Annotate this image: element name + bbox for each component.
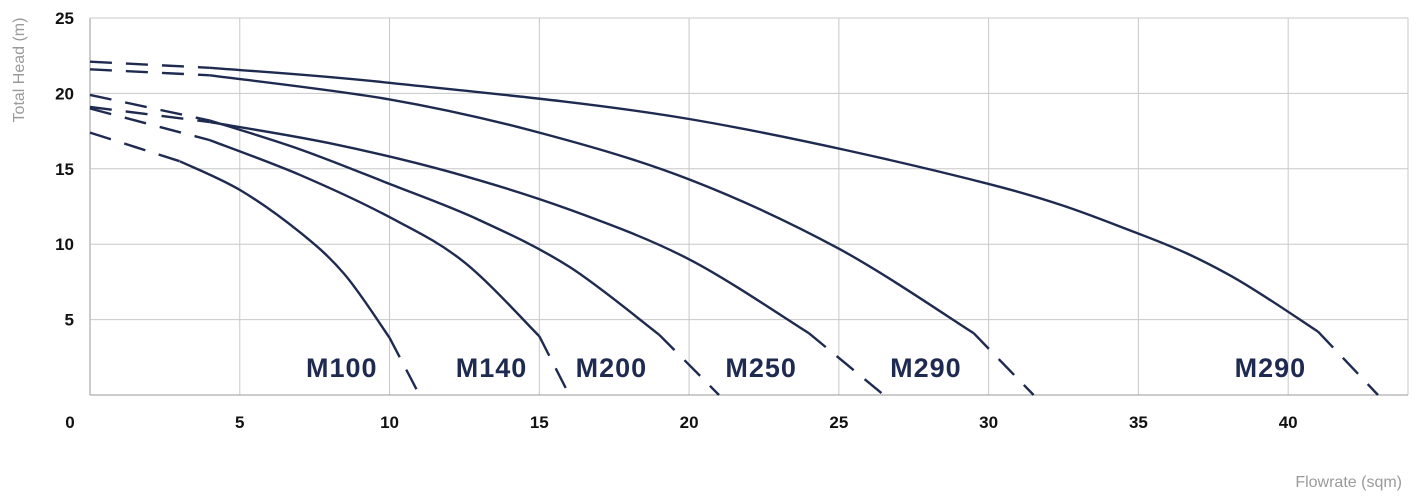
series-curve [209,119,660,336]
series-curve-lead [89,68,210,77]
x-tick-label: 35 [1129,413,1148,432]
grid [89,17,1409,396]
series-curve-lead [89,105,210,124]
series-curve-tail [538,335,571,396]
series-curve [179,160,391,339]
series-curve [209,66,1319,333]
series-label: M200 [576,353,648,383]
series-label: M140 [456,353,528,383]
x-tick-label: 25 [829,413,848,432]
series-curve-tail [808,332,885,396]
series-curve-tail [972,332,1035,396]
x-tick-label: 0 [65,413,74,432]
series-label: M290 [890,353,962,383]
y-tick-label: 15 [55,160,74,179]
series-label: M290 [1235,353,1307,383]
y-axis-title: Total Head (m) [11,18,28,123]
series-curve-tail [388,337,421,396]
x-tick-label: 5 [235,413,244,432]
series-curve-lead [89,93,211,122]
series-curves [89,60,1379,396]
series-label: M250 [725,353,797,383]
y-tick-labels: 5 10 15 20 25 [55,9,74,330]
x-tick-label: 30 [979,413,998,432]
series-labels: M100 M140 M200 M250 M290 M290 [306,353,1307,383]
series-curve-tail [658,333,720,396]
y-tick-label: 20 [55,84,74,103]
series-curve-lead [89,60,210,69]
series-curve-lead [89,131,181,163]
x-axis-title: Flowrate (sqm) [1295,474,1402,491]
x-tick-label: 15 [530,413,549,432]
series-curve-lead [89,107,211,142]
series-curve [209,120,810,335]
series-curve [209,74,975,335]
series-label: M100 [306,353,378,383]
series-curve-tail [1317,330,1379,396]
y-tick-label: 25 [55,9,74,28]
y-tick-label: 10 [55,235,74,254]
x-tick-label: 40 [1279,413,1298,432]
x-tick-label: 10 [380,413,399,432]
y-tick-label: 5 [65,311,74,330]
x-tick-labels: 0 5 10 15 20 25 30 35 40 [65,413,1297,432]
series-curve [209,138,541,338]
x-tick-label: 20 [680,413,699,432]
